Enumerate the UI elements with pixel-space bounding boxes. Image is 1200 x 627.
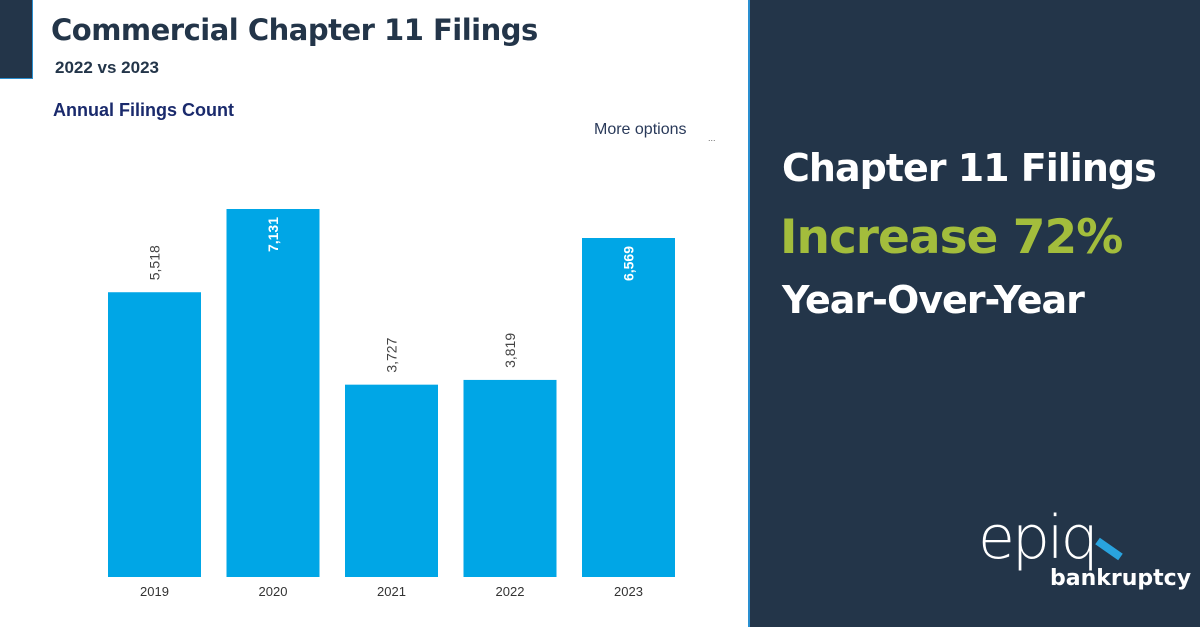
bar-2021[interactable] — [345, 384, 438, 577]
x-tick-2023: 2023 — [614, 584, 643, 599]
logo-q-tail-icon — [1095, 537, 1123, 561]
bar-2023[interactable] — [582, 238, 675, 577]
bar-2019[interactable] — [108, 292, 201, 577]
data-label-2022: 3,819 — [502, 333, 518, 368]
page-subtitle: 2022 vs 2023 — [55, 58, 159, 77]
page-title: Commercial Chapter 11 Filings — [51, 13, 538, 47]
data-label-2019: 5,518 — [147, 245, 163, 280]
more-options-icon[interactable]: ... — [708, 133, 716, 143]
bar-2020[interactable] — [226, 209, 320, 577]
chart-panel: Commercial Chapter 11 Filings 2022 vs 20… — [0, 0, 716, 599]
x-tick-2021: 2021 — [377, 584, 406, 599]
data-label-2021: 3,727 — [384, 337, 400, 372]
headline-line2: Increase 72% — [780, 210, 1123, 265]
headline-panel: Chapter 11 Filings Increase 72% Year-Ove… — [748, 0, 1200, 627]
headline-line3: Year-Over-Year — [782, 278, 1085, 322]
chart-title: Annual Filings Count — [53, 100, 234, 120]
bar-chart: 5,518 2019 7,131 2020 3,727 2021 3,819 2022 6,56… — [108, 209, 675, 599]
logo-subtitle: bankruptcy — [1050, 566, 1192, 591]
data-label-2023: 6,569 — [621, 246, 637, 281]
epiq-logo: epiq — [978, 503, 1099, 573]
bar-2022[interactable] — [463, 379, 557, 577]
more-options-tooltip: More options — [594, 121, 687, 138]
headline-line1: Chapter 11 Filings — [782, 146, 1157, 190]
data-label-2020: 7,131 — [265, 217, 281, 252]
corner-accent — [0, 0, 33, 79]
x-tick-2022: 2022 — [496, 584, 525, 599]
x-tick-2019: 2019 — [140, 584, 169, 599]
x-tick-2020: 2020 — [259, 584, 288, 599]
